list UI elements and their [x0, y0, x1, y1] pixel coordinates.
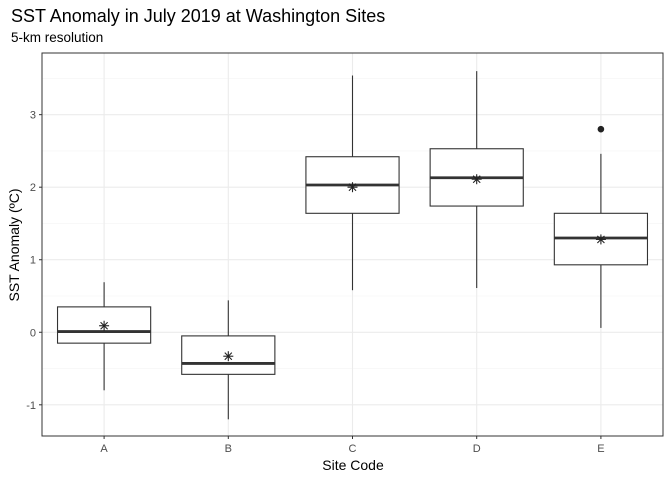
box-B	[181, 300, 276, 420]
y-axis-title: SST Anomaly (ºC)	[6, 189, 22, 302]
mean-marker-stroke	[348, 183, 357, 192]
mean-marker	[595, 234, 606, 245]
mean-marker-stroke	[596, 235, 605, 244]
x-tick-label: A	[100, 443, 108, 455]
axes: -1 0 1 2 3 A B C D E	[26, 110, 604, 455]
y-tick-label: 0	[30, 327, 36, 339]
y-tick-label: -1	[26, 400, 36, 412]
chart-title: SST Anomaly in July 2019 at Washington S…	[11, 6, 385, 26]
box-E	[553, 125, 649, 328]
box-A	[56, 282, 152, 391]
x-tick-label: D	[473, 443, 481, 455]
mean-marker-stroke	[472, 175, 481, 184]
mean-marker-stroke	[100, 321, 109, 330]
mean-marker	[471, 174, 482, 185]
y-tick-label: 1	[30, 255, 36, 267]
x-tick-label: C	[349, 443, 357, 455]
chart-subtitle: 5-km resolution	[11, 30, 103, 45]
y-tick-label: 2	[30, 182, 36, 194]
x-tick-label: E	[597, 443, 604, 455]
outlier-point	[597, 125, 605, 133]
mean-marker	[223, 351, 234, 362]
box-C	[305, 75, 400, 291]
x-axis-title: Site Code	[322, 457, 384, 473]
x-tick-label: B	[225, 443, 232, 455]
y-tick-label: 3	[30, 110, 36, 122]
mean-marker	[347, 182, 358, 193]
mean-marker	[99, 320, 110, 331]
boxes	[56, 71, 649, 420]
box-D	[429, 71, 524, 289]
mean-marker-stroke	[224, 352, 233, 361]
